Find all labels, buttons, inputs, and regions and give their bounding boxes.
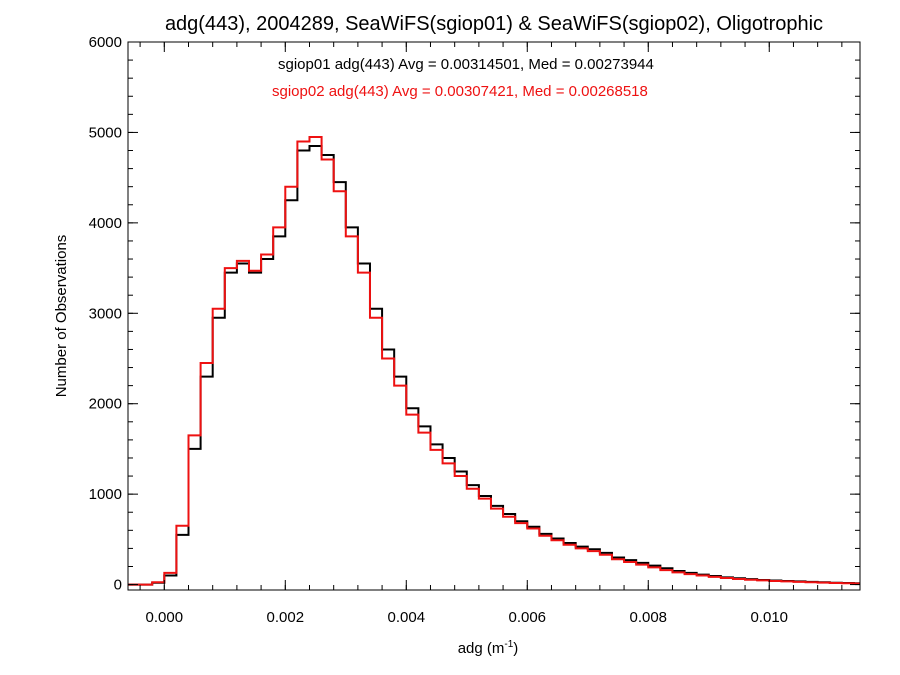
- series-line-sgiop02: [128, 137, 860, 585]
- y-tick-label: 4000: [89, 215, 122, 232]
- y-tick-label: 2000: [89, 396, 122, 413]
- y-tick-label: 6000: [89, 34, 122, 51]
- legend-entry-sgiop02: sgiop02 adg(443) Avg = 0.00307421, Med =…: [272, 83, 648, 100]
- y-tick-label: 0: [114, 577, 122, 594]
- x-axis-ticks: 0.000 0.002 0.004 0.006 0.008 0.010: [140, 42, 842, 626]
- x-axis-label: adg (m-1): [458, 639, 519, 657]
- y-tick-label: 5000: [89, 124, 122, 141]
- x-tick-label: 0.010: [750, 609, 788, 626]
- y-axis-label: Number of Observations: [53, 235, 70, 398]
- y-axis-ticks: 0 1000 2000 3000 4000 5000 6000: [89, 34, 860, 594]
- series-line-sgiop01: [128, 146, 860, 585]
- x-tick-label: 0.004: [388, 609, 426, 626]
- series-layer: [128, 137, 860, 585]
- x-tick-label: 0.000: [146, 609, 184, 626]
- x-tick-label: 0.002: [267, 609, 305, 626]
- legend-entry-sgiop01: sgiop01 adg(443) Avg = 0.00314501, Med =…: [278, 56, 654, 73]
- histogram-chart: adg(443), 2004289, SeaWiFS(sgiop01) & Se…: [0, 0, 900, 675]
- x-tick-label: 0.006: [508, 609, 546, 626]
- x-tick-label: 0.008: [629, 609, 667, 626]
- x-axis-label-end: ): [513, 640, 518, 657]
- x-axis-label-main: adg (m: [458, 640, 505, 657]
- chart-title: adg(443), 2004289, SeaWiFS(sgiop01) & Se…: [165, 13, 823, 35]
- y-tick-label: 3000: [89, 305, 122, 322]
- y-tick-label: 1000: [89, 486, 122, 503]
